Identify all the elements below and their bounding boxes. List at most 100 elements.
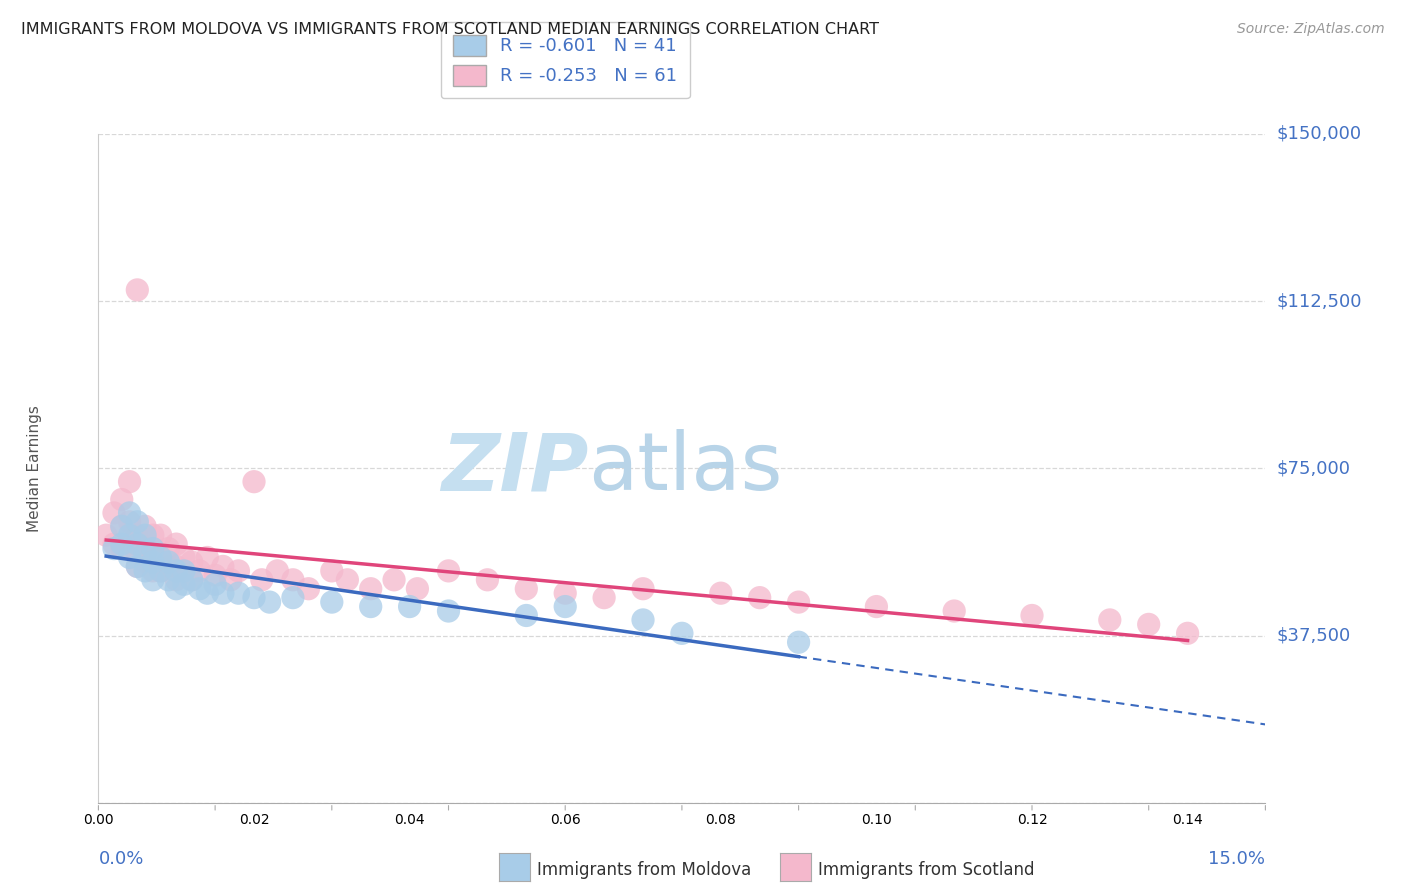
- Point: [118, 475, 141, 489]
- Text: Immigrants from Scotland: Immigrants from Scotland: [818, 861, 1035, 879]
- Point: [554, 586, 576, 600]
- Point: [593, 591, 616, 605]
- Point: [1021, 608, 1043, 623]
- Point: [165, 573, 187, 587]
- Point: [165, 537, 187, 551]
- Point: [127, 528, 149, 542]
- Point: [787, 595, 810, 609]
- Point: [228, 564, 250, 578]
- Point: [180, 573, 202, 587]
- Point: [157, 555, 180, 569]
- Point: [281, 573, 304, 587]
- Point: [157, 559, 180, 574]
- Text: $112,500: $112,500: [1277, 292, 1362, 310]
- Point: [173, 550, 195, 565]
- Point: [173, 577, 195, 591]
- Point: [173, 564, 195, 578]
- Point: [250, 573, 273, 587]
- Point: [180, 573, 202, 587]
- Point: [103, 537, 125, 551]
- Point: [157, 541, 180, 556]
- Point: [118, 550, 141, 565]
- Point: [321, 564, 343, 578]
- Point: [149, 550, 172, 565]
- Point: [149, 564, 172, 578]
- Text: $37,500: $37,500: [1277, 626, 1351, 645]
- Point: [149, 550, 172, 565]
- Point: [943, 604, 966, 618]
- Point: [118, 528, 141, 542]
- Point: [188, 564, 211, 578]
- Point: [321, 595, 343, 609]
- Legend: R = -0.601   N = 41, R = -0.253   N = 61: R = -0.601 N = 41, R = -0.253 N = 61: [440, 22, 690, 98]
- Point: [103, 541, 125, 556]
- Point: [134, 541, 156, 556]
- Point: [243, 475, 266, 489]
- Point: [1098, 613, 1121, 627]
- Point: [259, 595, 281, 609]
- Point: [212, 586, 235, 600]
- Point: [195, 586, 218, 600]
- Point: [360, 582, 382, 596]
- Point: [111, 492, 134, 507]
- Text: Source: ZipAtlas.com: Source: ZipAtlas.com: [1237, 22, 1385, 37]
- Point: [142, 541, 165, 556]
- Point: [710, 586, 733, 600]
- Point: [336, 573, 359, 587]
- Text: 0.0%: 0.0%: [98, 849, 143, 868]
- Point: [204, 568, 226, 582]
- Point: [127, 515, 149, 529]
- Point: [180, 555, 202, 569]
- Text: atlas: atlas: [589, 429, 783, 508]
- Point: [142, 555, 165, 569]
- Point: [118, 515, 141, 529]
- Point: [1177, 626, 1199, 640]
- Point: [127, 537, 149, 551]
- Point: [554, 599, 576, 614]
- Point: [134, 555, 156, 569]
- Point: [149, 564, 172, 578]
- Point: [281, 591, 304, 605]
- Point: [134, 546, 156, 560]
- Point: [204, 577, 226, 591]
- Point: [631, 613, 654, 627]
- Point: [134, 564, 156, 578]
- Point: [477, 573, 499, 587]
- Point: [127, 559, 149, 574]
- Point: [515, 582, 537, 596]
- Point: [127, 559, 149, 574]
- Point: [118, 506, 141, 520]
- Point: [127, 546, 149, 560]
- Point: [748, 591, 770, 605]
- Point: [787, 635, 810, 649]
- Point: [142, 550, 165, 565]
- Point: [437, 604, 460, 618]
- Point: [142, 573, 165, 587]
- Text: Median Earnings: Median Earnings: [27, 405, 42, 532]
- Text: $150,000: $150,000: [1277, 125, 1361, 143]
- Point: [96, 528, 118, 542]
- Point: [515, 608, 537, 623]
- Point: [406, 582, 429, 596]
- Text: $75,000: $75,000: [1277, 459, 1351, 477]
- Text: ZIP: ZIP: [441, 429, 589, 508]
- Point: [398, 599, 420, 614]
- Point: [297, 582, 319, 596]
- Text: Immigrants from Moldova: Immigrants from Moldova: [537, 861, 751, 879]
- Point: [111, 537, 134, 551]
- Point: [157, 573, 180, 587]
- Point: [103, 506, 125, 520]
- Point: [266, 564, 288, 578]
- Text: 15.0%: 15.0%: [1208, 849, 1265, 868]
- Point: [382, 573, 405, 587]
- Point: [111, 519, 134, 533]
- Point: [142, 528, 165, 542]
- Point: [671, 626, 693, 640]
- Point: [219, 573, 242, 587]
- Point: [149, 528, 172, 542]
- Point: [134, 519, 156, 533]
- Point: [118, 537, 141, 551]
- Point: [111, 541, 134, 556]
- Point: [134, 528, 156, 542]
- Point: [1137, 617, 1160, 632]
